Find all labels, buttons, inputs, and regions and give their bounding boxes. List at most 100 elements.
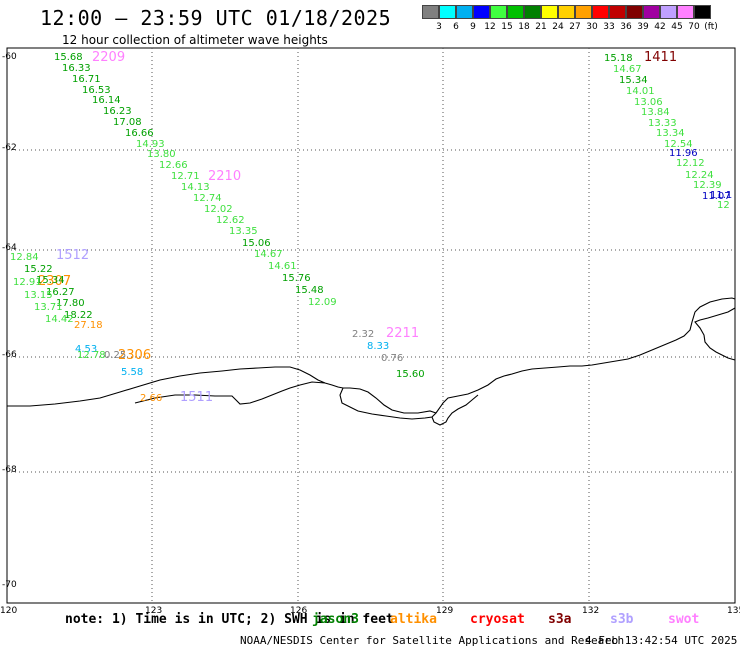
x-tick-label: 123 (145, 606, 163, 616)
y-tick-label: -66 (2, 350, 17, 360)
swh-value: 15.22 (24, 264, 53, 275)
legend-swatch (558, 5, 575, 19)
y-tick-label: -60 (2, 52, 17, 62)
swh-value: 15.68 (54, 52, 83, 63)
swh-value: 12.74 (193, 193, 222, 204)
swh-value: 14.67 (254, 249, 283, 260)
swh-value: 12.54 (664, 139, 693, 150)
legend-swatch (473, 5, 490, 19)
swh-value: 13.06 (634, 97, 663, 108)
swh-value: 12.02 (204, 204, 233, 215)
swh-value: 12.71 (171, 171, 200, 182)
satellite-name: altika (390, 612, 437, 627)
swh-value: 15.34 (36, 275, 65, 286)
swh-value: 17.80 (56, 298, 85, 309)
legend-swatch (609, 5, 626, 19)
swh-value: 5.58 (121, 367, 144, 378)
swh-value: 16.53 (82, 85, 111, 96)
x-tick-label: 132 (582, 606, 600, 616)
satellite-name: swot (668, 612, 700, 627)
pass-number: 1511 (180, 390, 214, 405)
legend-tick: 12 (484, 22, 496, 32)
swh-value: 12.66 (159, 160, 188, 171)
swh-value: 4.53 (75, 344, 98, 355)
pass-number: 2307 (38, 274, 72, 289)
swh-value: 12.62 (216, 215, 245, 226)
swh-value: 16.27 (46, 287, 75, 298)
swh-value: 11.1 (710, 190, 733, 201)
swh-value: 11.96 (669, 148, 698, 159)
pass-number: 2306 (118, 348, 152, 363)
swh-value: 12 (717, 200, 730, 211)
legend-swatch (439, 5, 456, 19)
satellite-name: s3a (548, 612, 572, 627)
legend-swatch (677, 5, 694, 19)
legend-tick: 39 (637, 22, 649, 32)
swh-value: 13.71 (34, 302, 63, 313)
swh-value: 15.48 (295, 285, 324, 296)
swh-value: 12.78 (77, 350, 106, 361)
legend-tick: (ft) (704, 22, 718, 32)
y-tick-label: -68 (2, 465, 17, 475)
legend-swatch (456, 5, 473, 19)
legend-swatch (694, 5, 711, 19)
timestamp: 4 Feb 13:42:54 UTC 2025 (585, 634, 738, 647)
legend-tick: 36 (620, 22, 632, 32)
legend-tick: 24 (552, 22, 564, 32)
swh-value: 15.76 (282, 273, 311, 284)
swh-value: 17.08 (113, 117, 142, 128)
satellite-name: jason3 (312, 612, 359, 627)
x-tick-label: 120 (0, 606, 18, 616)
swh-value: 2.66 (140, 393, 163, 404)
swh-value: 12.39 (693, 180, 722, 191)
swh-value: 13.15 (24, 290, 53, 301)
pass-number: 2211 (386, 326, 420, 341)
legend-tick: 15 (501, 22, 513, 32)
y-tick-label: -62 (2, 143, 17, 153)
legend-swatch (541, 5, 558, 19)
legend-swatch (643, 5, 660, 19)
legend-tick: 70 (688, 22, 700, 32)
legend-swatch (575, 5, 592, 19)
y-tick-label: -70 (2, 580, 17, 590)
legend-tick: 30 (586, 22, 598, 32)
plot-frame (6, 47, 736, 604)
legend-swatch (524, 5, 541, 19)
swh-value: 13.34 (656, 128, 685, 139)
swh-value: 12.12 (676, 158, 705, 169)
legend-tick: 6 (453, 22, 459, 32)
swh-value: 18.22 (64, 310, 93, 321)
swh-value: 2.32 (352, 329, 375, 340)
legend-swatch (626, 5, 643, 19)
legend-tick: 42 (654, 22, 666, 32)
satellite-name: s3b (610, 612, 634, 627)
swh-value: 16.66 (125, 128, 154, 139)
legend-swatch (592, 5, 609, 19)
y-tick-label: -64 (2, 243, 17, 253)
legend-tick: 33 (603, 22, 615, 32)
swh-value: 14.61 (268, 261, 297, 272)
swh-value: 11.07 (702, 191, 731, 202)
pass-number: 1512 (56, 248, 90, 263)
legend-tick: 21 (535, 22, 547, 32)
swh-value: 12.91 (13, 277, 42, 288)
swh-value: 14.93 (136, 139, 165, 150)
swh-value: 13.33 (648, 118, 677, 129)
pass-number: 1411 (644, 50, 678, 65)
swh-value: 15.06 (242, 238, 271, 249)
x-tick-label: 135 (727, 606, 740, 616)
legend-swatch (422, 5, 439, 19)
swh-value: 16.14 (92, 95, 121, 106)
swh-value: 14.13 (181, 182, 210, 193)
grid-lines (7, 48, 735, 603)
swh-value: 14.42 (45, 314, 74, 325)
swh-value: 0.76 (381, 353, 404, 364)
swh-value: 8.33 (367, 341, 390, 352)
swh-value: 14.01 (626, 86, 655, 97)
swh-value: 13.80 (147, 149, 176, 160)
swh-value: 15.60 (396, 369, 425, 380)
swh-value: 14.67 (613, 64, 642, 75)
coastline (7, 297, 736, 426)
swh-value: 13.84 (641, 107, 670, 118)
